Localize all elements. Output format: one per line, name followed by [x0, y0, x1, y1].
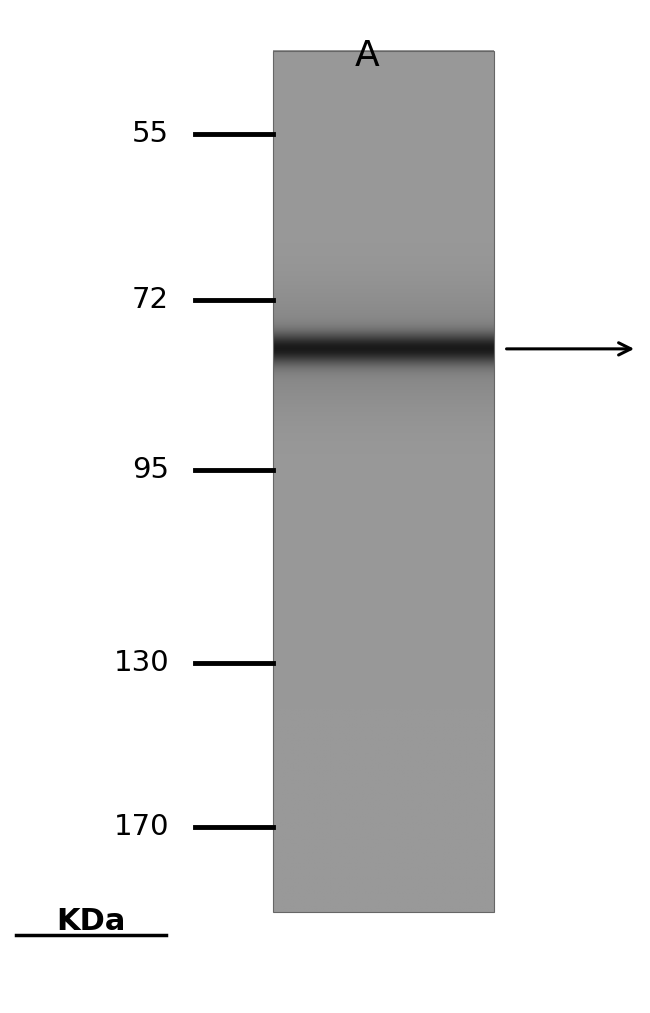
Text: 170: 170	[114, 813, 169, 842]
Text: 55: 55	[132, 121, 169, 148]
Text: KDa: KDa	[57, 908, 125, 936]
Bar	[273, 51, 494, 912]
Text: 72: 72	[132, 286, 169, 314]
Text: 130: 130	[113, 648, 169, 677]
Text: A: A	[355, 38, 380, 73]
Text: 95: 95	[132, 456, 169, 484]
